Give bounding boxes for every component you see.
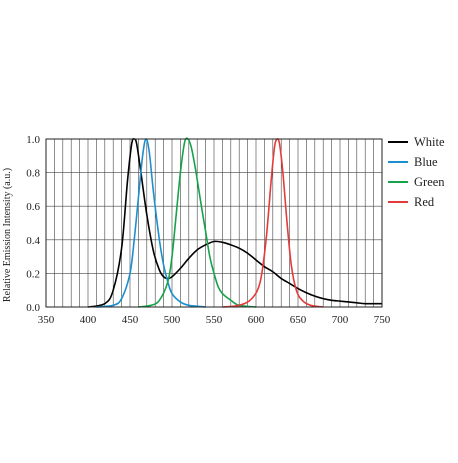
x-tick-label: 700: [332, 314, 349, 326]
legend-label-red: Red: [414, 195, 435, 209]
y-tick-labels: 0.0 0.2 0.4 0.6 0.8 1.0: [26, 134, 40, 314]
legend-label-green: Green: [414, 175, 445, 189]
x-tick-label: 350: [38, 314, 55, 326]
series-line-green: [138, 137, 257, 308]
plot-frame: [45, 138, 383, 308]
series-line-white: [87, 137, 382, 308]
y-tick-label: 0.0: [26, 302, 40, 314]
series-line-blue: [96, 138, 206, 308]
x-tick-label: 550: [206, 314, 223, 326]
legend: White Blue Green Red: [388, 135, 445, 209]
y-tick-label: 0.8: [26, 168, 40, 180]
x-tick-label: 400: [80, 314, 97, 326]
x-tick-label: 450: [122, 314, 139, 326]
y-tick-label: 0.6: [26, 201, 40, 213]
y-tick-label: 1.0: [26, 134, 40, 146]
x-tick-labels: 350 400 450 500 550 600 650 700 750: [38, 314, 391, 326]
y-axis-label: Relative Emission Intensity (a.u.): [2, 168, 13, 302]
y-tick-label: 0.4: [26, 235, 40, 247]
x-tick-label: 500: [164, 314, 181, 326]
grid: [46, 139, 382, 307]
x-tick-label: 600: [248, 314, 265, 326]
y-tick-label: 0.2: [26, 268, 40, 280]
legend-label-blue: Blue: [414, 155, 438, 169]
legend-label-white: White: [414, 135, 445, 149]
x-tick-label: 750: [374, 314, 391, 326]
x-tick-label: 650: [290, 314, 307, 326]
series-lines: [87, 137, 382, 308]
